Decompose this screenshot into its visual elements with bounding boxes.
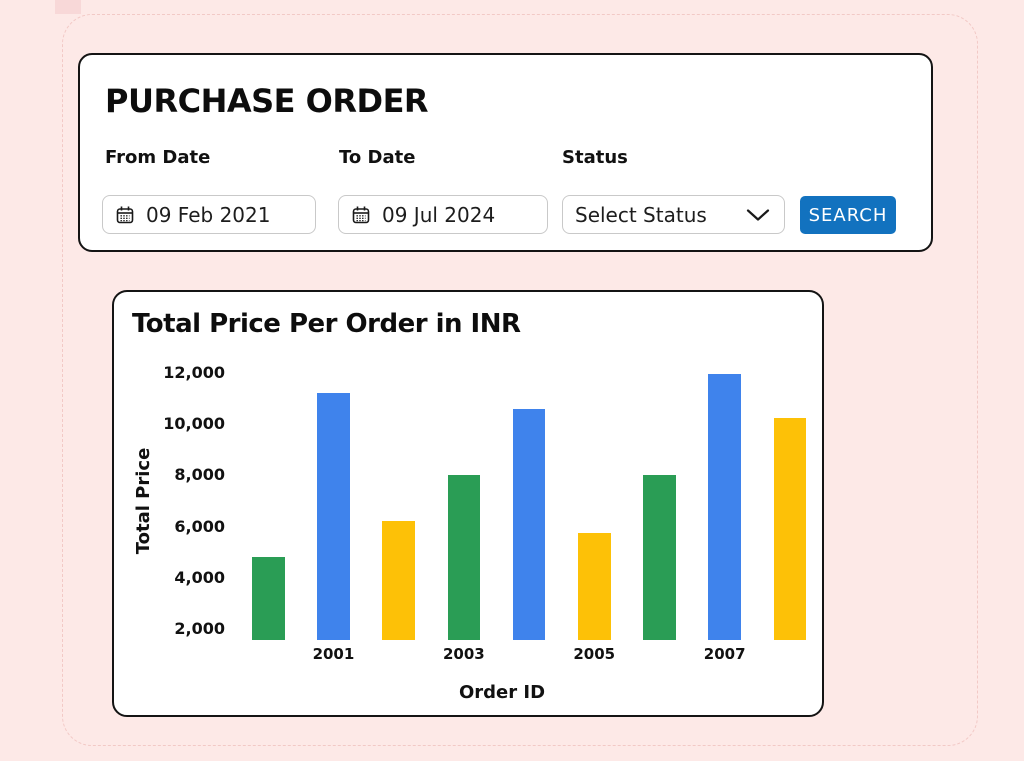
from-date-label: From Date [105,147,211,168]
x-tick-label: 2007 [703,645,746,663]
calendar-icon [351,205,371,225]
chart-title: Total Price Per Order in INR [132,309,521,339]
bar-order-2002 [382,521,415,640]
status-selected-value: Select Status [575,202,707,227]
chart-panel: Total Price Per Order in INR Total Price… [112,290,824,717]
bar-order-2004 [512,408,546,640]
x-tick-label: 2001 [312,645,355,663]
purchase-order-panel: PURCHASE ORDER From Date To Date Status … [78,53,933,252]
y-tick-label: 6,000 [174,516,225,536]
x-axis-title: Order ID [458,682,546,703]
to-date-label: To Date [339,147,416,168]
status-select[interactable]: Select Status [562,195,785,234]
status-label: Status [562,147,628,168]
bar-order-2000 [252,557,285,640]
chevron-down-icon [746,208,770,221]
chart-plot: Total Price Order ID 2,000 4,000 6,000 8,00… [114,292,822,715]
x-tick-label: 2005 [573,645,616,663]
y-tick-label: 4,000 [174,567,225,587]
bar-order-2003 [447,475,481,640]
background-accent-square [55,0,81,14]
page-title: PURCHASE ORDER [105,82,429,120]
to-date-value: 09 Jul 2024 [382,202,496,227]
bar-order-2007 [708,374,741,640]
y-tick-label: 8,000 [174,465,225,485]
x-tick-label: 2003 [442,645,485,663]
y-tick-label: 10,000 [163,414,225,434]
from-date-value: 09 Feb 2021 [146,202,271,227]
y-tick-label: 12,000 [163,362,225,382]
bar-order-2001 [317,393,350,640]
from-date-input[interactable]: 09 Feb 2021 [102,195,316,234]
bar-order-2006 [643,475,676,640]
bar-order-2008 [773,417,807,640]
bar-order-2005 [578,532,611,640]
y-tick-label: 2,000 [174,618,225,638]
calendar-icon [115,205,135,225]
to-date-input[interactable]: 09 Jul 2024 [338,195,548,234]
search-button[interactable]: SEARCH [800,196,896,234]
